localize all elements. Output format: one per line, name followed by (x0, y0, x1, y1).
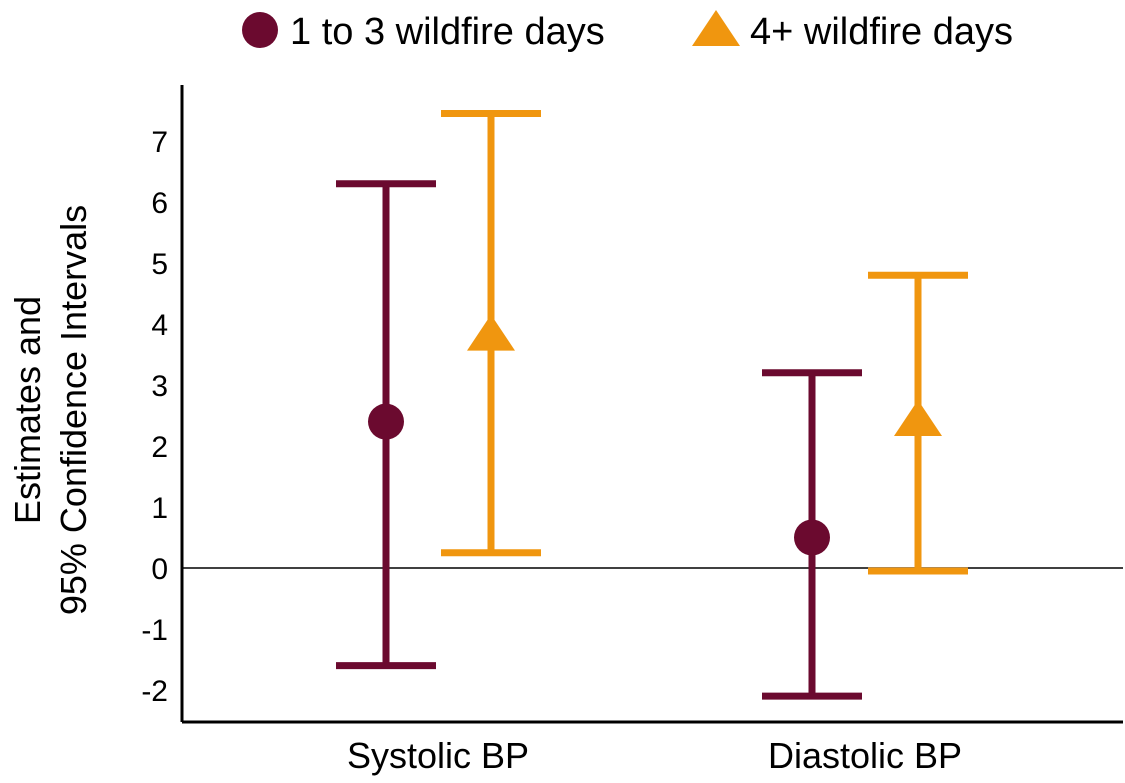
plot-marks (336, 110, 968, 700)
x-label-systolic: Systolic BP (347, 735, 529, 776)
axes (180, 85, 1123, 724)
legend-label-1-to-3-days: 1 to 3 wildfire days (290, 11, 605, 53)
legend-marker-4-plus-days (692, 10, 740, 46)
y-tick-label: 0 (151, 553, 168, 586)
point-estimate-triangle (894, 400, 942, 436)
y-tick-label: -2 (141, 675, 168, 708)
errorbar-group (868, 271, 968, 575)
errorbar-group (336, 180, 436, 670)
legend-label-4-plus-days: 4+ wildfire days (750, 11, 1013, 53)
legend: 1 to 3 wildfire days 4+ wildfire days (242, 10, 1013, 53)
errorbar-group (762, 369, 862, 700)
point-estimate-circle (794, 519, 830, 556)
y-tick-label: 4 (151, 309, 168, 342)
y-tick-label: 3 (151, 370, 168, 403)
y-ticks: -2 -1 0 1 2 3 4 5 6 7 (141, 126, 168, 708)
x-category-labels: Systolic BP Diastolic BP (347, 735, 962, 776)
y-tick-label: 2 (151, 431, 168, 464)
y-tick-label: 6 (151, 187, 168, 220)
y-tick-label: 1 (151, 492, 168, 525)
errorbar-group (441, 110, 541, 557)
y-tick-label: 5 (151, 248, 168, 281)
y-tick-label: 7 (151, 126, 168, 159)
legend-marker-1-to-3-days (242, 12, 278, 48)
x-label-diastolic: Diastolic BP (768, 735, 962, 776)
y-axis-title-line1: Estimates and (7, 296, 48, 524)
y-axis-title: Estimates and 95% Confidence Intervals (7, 205, 94, 615)
point-estimate-triangle (467, 314, 515, 351)
y-axis-title-line2: 95% Confidence Intervals (53, 205, 94, 615)
y-tick-label: -1 (141, 614, 168, 647)
point-estimate-circle (368, 403, 404, 440)
